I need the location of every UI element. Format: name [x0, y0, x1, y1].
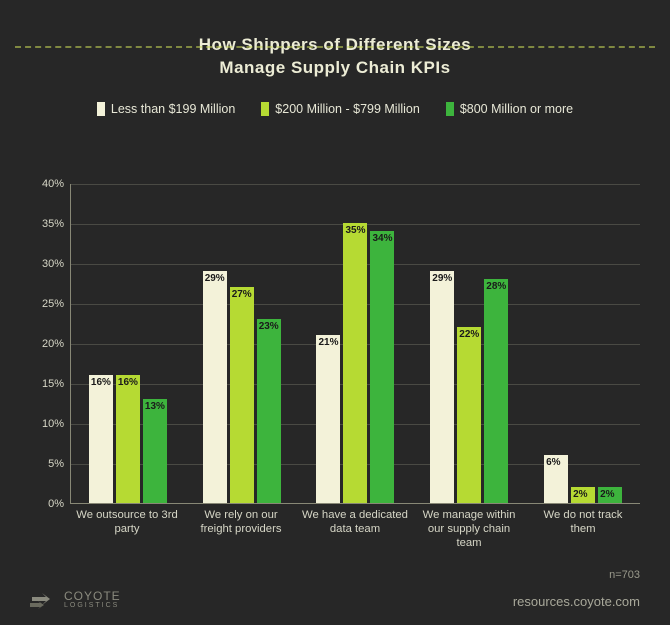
bar: 28% — [484, 279, 508, 503]
x-axis-labels: We outsource to 3rd partyWe rely on our … — [70, 504, 640, 544]
bar-value-label: 34% — [372, 233, 392, 244]
y-tick: 10% — [42, 418, 64, 430]
footer: COYOTE LOGISTICS resources.coyote.com — [30, 589, 640, 609]
bar-value-label: 23% — [259, 321, 279, 332]
logo: COYOTE LOGISTICS — [30, 589, 121, 609]
bar-value-label: 22% — [459, 329, 479, 340]
bar-value-label: 35% — [345, 225, 365, 236]
x-label: We do not track them — [526, 504, 640, 544]
bar-value-label: 2% — [600, 489, 614, 500]
y-tick: 5% — [48, 458, 64, 470]
chart-title: How Shippers of Different Sizes Manage S… — [0, 34, 670, 80]
bar: 22% — [457, 327, 481, 503]
legend-label: $200 Million - $799 Million — [275, 102, 420, 116]
top-dashed-border — [15, 46, 655, 48]
bar: 27% — [230, 287, 254, 503]
bar: 29% — [203, 271, 227, 503]
bar-value-label: 13% — [145, 401, 165, 412]
bar-value-label: 27% — [232, 289, 252, 300]
bar: 2% — [598, 487, 622, 503]
bar: 23% — [257, 319, 281, 503]
legend: Less than $199 Million $200 Million - $79… — [0, 102, 670, 116]
legend-label: Less than $199 Million — [111, 102, 235, 116]
y-tick: 25% — [42, 298, 64, 310]
bar-value-label: 6% — [546, 457, 560, 468]
bar: 35% — [343, 223, 367, 503]
y-tick: 0% — [48, 498, 64, 510]
bar-value-label: 2% — [573, 489, 587, 500]
bar-group: 21% 35% 34% — [299, 184, 413, 503]
x-label: We manage within our supply chain team — [412, 504, 526, 544]
bar: 2% — [571, 487, 595, 503]
y-tick: 30% — [42, 258, 64, 270]
x-label: We rely on our freight providers — [184, 504, 298, 544]
bar-value-label: 21% — [318, 337, 338, 348]
source-url: resources.coyote.com — [513, 594, 640, 609]
logo-arrow-icon — [30, 589, 58, 609]
logo-sub: LOGISTICS — [64, 602, 121, 609]
x-label: We have a dedicated data team — [298, 504, 412, 544]
bar-value-label: 29% — [432, 273, 452, 284]
title-line-2: Manage Supply Chain KPIs — [0, 57, 670, 80]
legend-item: $200 Million - $799 Million — [261, 102, 420, 116]
bar: 16% — [89, 375, 113, 503]
legend-item: Less than $199 Million — [97, 102, 235, 116]
bar-value-label: 16% — [118, 377, 138, 388]
y-tick: 40% — [42, 178, 64, 190]
bar: 16% — [116, 375, 140, 503]
bar-value-label: 16% — [91, 377, 111, 388]
y-axis: 0%5%10%15%20%25%30%35%40% — [30, 184, 70, 504]
bar-group: 29% 22% 28% — [412, 184, 526, 503]
bar-groups: 16% 16% 13% 29% 27% 23% 21% 35% 34% 29% 22% 28% 6% 2%… — [71, 184, 640, 503]
chart: 0%5%10%15%20%25%30%35%40% 16%16%13%29%27… — [30, 184, 640, 544]
legend-swatch — [446, 102, 454, 116]
bar-group: 6% 2% 2% — [526, 184, 640, 503]
bar-value-label: 28% — [486, 281, 506, 292]
legend-label: $800 Million or more — [460, 102, 573, 116]
legend-swatch — [261, 102, 269, 116]
bar-value-label: 29% — [205, 273, 225, 284]
y-tick: 15% — [42, 378, 64, 390]
plot-area: 16% 16% 13% 29% 27% 23% 21% 35% 34% 29% 22% 28% 6% 2%… — [70, 184, 640, 504]
sample-size: n=703 — [609, 569, 640, 581]
bar-group: 29% 27% 23% — [185, 184, 299, 503]
bar: 13% — [143, 399, 167, 503]
logo-name: COYOTE — [64, 590, 121, 602]
legend-item: $800 Million or more — [446, 102, 573, 116]
x-label: We outsource to 3rd party — [70, 504, 184, 544]
bar: 21% — [316, 335, 340, 503]
bar: 6% — [544, 455, 568, 503]
y-tick: 20% — [42, 338, 64, 350]
bar: 34% — [370, 231, 394, 503]
bar: 29% — [430, 271, 454, 503]
bar-group: 16% 16% 13% — [71, 184, 185, 503]
y-tick: 35% — [42, 218, 64, 230]
legend-swatch — [97, 102, 105, 116]
